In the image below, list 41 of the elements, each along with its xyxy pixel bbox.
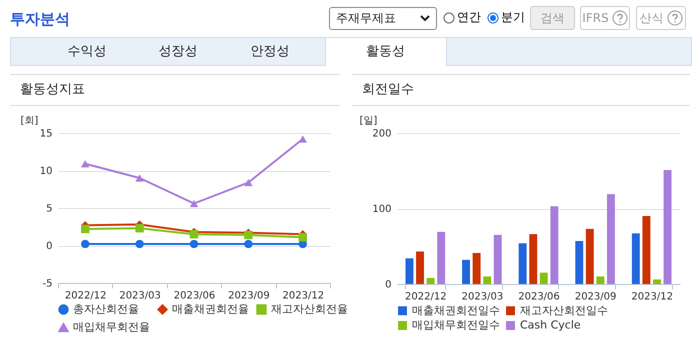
legend-label: Cash Cycle [520, 318, 581, 332]
y-axis-title: [회] [20, 116, 38, 126]
x-tick-label: 2023/03 [119, 290, 161, 302]
chart-title: 활동성지표 [10, 75, 340, 106]
legend-label: 매출채권회전율 [172, 302, 249, 316]
legend-label: 재고자산회전일수 [520, 304, 608, 317]
text: 연간 [457, 9, 481, 26]
y-tick-label: 0 [385, 280, 392, 290]
legend-label: 총자산회전율 [73, 302, 139, 316]
y-tick-label: -5 [42, 278, 52, 290]
text: 활동성 [325, 38, 446, 64]
y-tick-label: 200 [372, 128, 392, 140]
text: IFRS [580, 6, 630, 30]
y-tick-label: 15 [40, 128, 52, 140]
y-tick-label: 0 [46, 241, 52, 252]
y-tick-label: 10 [40, 166, 52, 177]
legend-label: 매입채무회전율 [73, 320, 150, 334]
text: 분기 [501, 9, 525, 26]
y-axis-title: [일] [360, 116, 378, 126]
x-tick-label: 2023/06 [174, 290, 216, 302]
chart-title: 회전일수 [352, 75, 690, 106]
text: 주재무제표 [329, 7, 437, 30]
x-tick-label: 2023/06 [518, 292, 560, 302]
text: 산식 [636, 6, 686, 30]
text: 성장성 [158, 43, 198, 61]
text: 투자분석 [10, 10, 70, 29]
x-tick-label: 2023/12 [631, 292, 673, 302]
x-tick-label: 2022/12 [64, 290, 106, 302]
text: 안정성 [250, 43, 290, 61]
y-tick-label: 5 [46, 204, 52, 214]
text: 수익성 [66, 43, 108, 61]
legend-label: 매입채무회전일수 [412, 318, 500, 332]
legend-label: 매출채권회전일수 [412, 304, 500, 317]
y-tick-label: 100 [372, 204, 392, 215]
x-tick-label: 2023/12 [282, 290, 324, 302]
x-tick-label: 2023/03 [462, 292, 504, 302]
text: 검색 [530, 6, 575, 30]
x-tick-label: 2023/09 [574, 292, 616, 302]
x-tick-label: 2022/12 [405, 292, 447, 302]
legend-label: 재고자산회전율 [271, 302, 348, 316]
x-tick-label: 2023/09 [228, 290, 270, 302]
